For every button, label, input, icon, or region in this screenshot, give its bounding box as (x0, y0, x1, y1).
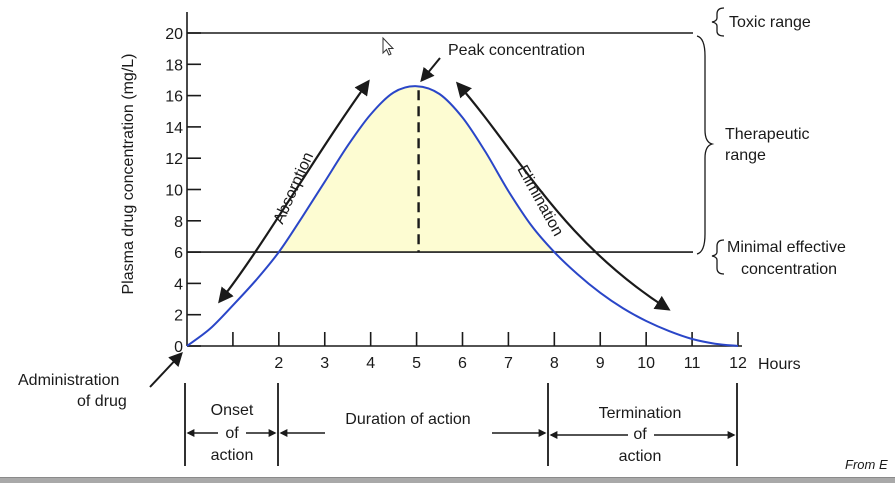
y-tick-label-18: 18 (165, 57, 183, 74)
mec-brace (711, 239, 725, 275)
onset-label-1: Onset (211, 402, 254, 419)
y-axis-label: Plasma drug concentration (mg/L) (120, 54, 137, 295)
termination-label-3: action (619, 448, 662, 465)
y-tick-label-12: 12 (165, 151, 183, 168)
y-tick-label-4: 4 (174, 276, 183, 293)
termination-label-2: of (633, 426, 647, 443)
absorption-arrow (218, 79, 370, 304)
x-unit-label: Hours (758, 356, 801, 373)
y-tick-label-20: 20 (165, 26, 183, 43)
therapeutic-shaded-area (278, 86, 555, 253)
toxic-range-label: Toxic range (729, 14, 811, 31)
onset-label-3: action (211, 447, 254, 464)
mouse-cursor-icon (382, 36, 395, 56)
x-tick-label-4: 4 (366, 355, 375, 372)
y-tick-label-10: 10 (165, 183, 183, 200)
therapeutic-range-bracket (696, 35, 715, 255)
x-tick-label-6: 6 (458, 355, 467, 372)
peak-arrow (420, 57, 441, 83)
x-tick-label-8: 8 (550, 355, 559, 372)
therapeutic-range-label-1: Therapeutic (725, 126, 810, 143)
y-tick-label-8: 8 (174, 214, 183, 231)
source-credit: From E (845, 457, 888, 472)
y-axis-ticks: 0 2 4 6 8 10 12 14 16 18 20 (165, 26, 201, 356)
x-axis-ticks: 2 3 4 5 6 7 8 9 10 11 12 (232, 332, 747, 372)
administration-arrow (149, 351, 183, 388)
x-tick-label-5: 5 (412, 355, 421, 372)
toxic-range-brace (711, 7, 725, 37)
x-tick-label-3: 3 (320, 355, 329, 372)
y-tick-label-14: 14 (165, 120, 183, 137)
termination-label-1: Termination (599, 405, 682, 422)
elimination-arrow (455, 81, 671, 311)
y-tick-label-6: 6 (174, 245, 183, 262)
peak-label: Peak concentration (448, 42, 585, 59)
y-tick-label-0: 0 (174, 339, 183, 356)
y-tick-label-2: 2 (174, 308, 183, 325)
mec-label-1: Minimal effective (727, 239, 846, 256)
administration-label-2: of drug (77, 393, 127, 410)
x-tick-label-10: 10 (637, 355, 655, 372)
onset-label-2: of (225, 425, 239, 442)
x-tick-label-7: 7 (504, 355, 513, 372)
x-tick-label-11: 11 (684, 355, 701, 372)
x-tick-label-12: 12 (729, 355, 747, 372)
window-bottom-bar (0, 477, 895, 483)
mec-label-2: concentration (741, 261, 837, 278)
x-tick-label-9: 9 (596, 355, 605, 372)
administration-label-1: Administration (18, 372, 119, 389)
y-tick-label-16: 16 (165, 89, 183, 106)
x-tick-label-2: 2 (274, 355, 283, 372)
duration-label: Duration of action (345, 411, 470, 428)
therapeutic-range-label-2: range (725, 147, 766, 164)
